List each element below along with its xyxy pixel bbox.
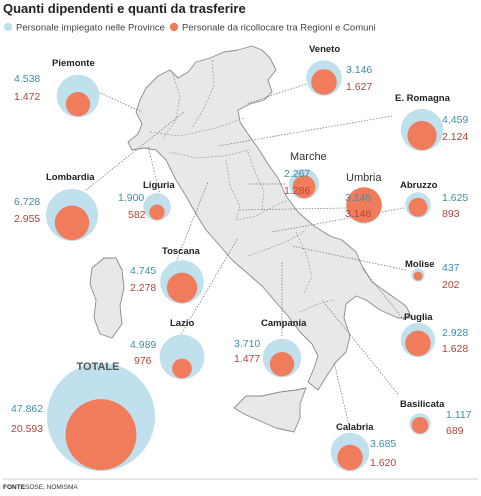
value-ricollocare-veneto: 1.627 bbox=[346, 81, 372, 93]
region-name-molise: Molise bbox=[405, 259, 435, 270]
source-text: SOSE, NOMISMA bbox=[25, 484, 78, 491]
value-ricollocare-toscana: 2.278 bbox=[130, 282, 156, 294]
leader-lazio bbox=[179, 237, 239, 337]
sardinia-shape bbox=[89, 257, 125, 339]
leader-piemonte bbox=[97, 91, 143, 113]
leader-umbria bbox=[237, 207, 347, 211]
value-province-veneto: 3.146 bbox=[346, 64, 372, 76]
circle-ricollocare-molise bbox=[413, 271, 423, 281]
region-name-toscana: Toscana bbox=[162, 246, 201, 257]
leader-puglia bbox=[361, 267, 405, 321]
source-label: FONTE bbox=[3, 484, 26, 491]
circle-ricollocare-puglia bbox=[405, 330, 431, 357]
value-province-piemonte: 4.538 bbox=[14, 73, 40, 85]
region-name-basilicata: Basilicata bbox=[400, 399, 445, 410]
circle-ricollocare-basilicata bbox=[411, 416, 429, 434]
total-value-province: 47.862 bbox=[11, 403, 43, 415]
legend-label-province: Personale impiegato nelle Province bbox=[16, 23, 165, 34]
circle-ricollocare-totale bbox=[65, 399, 137, 470]
italy-map bbox=[89, 45, 413, 433]
value-province-lombardia: 6.728 bbox=[14, 196, 40, 208]
total-name: TOTALE bbox=[77, 361, 120, 373]
circle-ricollocare-abruzzo bbox=[408, 197, 428, 217]
value-province-molise: 437 bbox=[442, 262, 460, 274]
value-province-toscana: 4.745 bbox=[130, 265, 156, 277]
value-ricollocare-e-romagna: 2.124 bbox=[442, 131, 468, 143]
legend-label-ricollocare: Personale da ricollocare tra Regioni e C… bbox=[182, 23, 376, 34]
circle-ricollocare-lombardia bbox=[54, 205, 90, 240]
value-ricollocare-puglia: 1.628 bbox=[442, 343, 468, 355]
border-umbria-marche bbox=[247, 151, 265, 211]
leader-molise bbox=[291, 245, 407, 271]
circle-ricollocare-lazio bbox=[172, 358, 192, 379]
region-name-e-romagna: E. Romagna bbox=[395, 93, 451, 104]
sicily-shape bbox=[233, 387, 307, 433]
value-province-calabria: 3.685 bbox=[370, 438, 396, 450]
border-emilia-toscana bbox=[169, 149, 251, 159]
region-name-umbria: Umbria bbox=[346, 172, 382, 184]
value-ricollocare-campania: 1.477 bbox=[234, 353, 260, 365]
value-ricollocare-lombardia: 2.955 bbox=[14, 213, 40, 225]
leader-basilicata bbox=[321, 299, 399, 395]
leader-lines bbox=[85, 83, 407, 431]
region-name-lombardia: Lombardia bbox=[46, 172, 95, 183]
value-province-e-romagna: 4,459 bbox=[442, 114, 468, 126]
circle-ricollocare-campania bbox=[269, 351, 295, 377]
source-note: FONTE SOSE, NOMISMA bbox=[3, 478, 478, 491]
region-name-calabria: Calabria bbox=[336, 422, 374, 433]
value-province-umbria: 3.146 bbox=[345, 192, 371, 204]
region-borders bbox=[149, 59, 335, 313]
circle-province-lazio bbox=[159, 334, 205, 380]
value-ricollocare-basilicata: 689 bbox=[446, 425, 464, 437]
circle-ricollocare-piemonte bbox=[65, 92, 91, 117]
region-name-lazio: Lazio bbox=[170, 318, 194, 329]
value-province-abruzzo: 1.625 bbox=[442, 192, 468, 204]
value-province-marche: 2.267 bbox=[284, 168, 310, 180]
value-ricollocare-calabria: 1.620 bbox=[370, 457, 396, 469]
region-name-liguria: Liguria bbox=[143, 180, 175, 191]
circle-ricollocare-liguria bbox=[149, 204, 165, 220]
value-ricollocare-lazio: 976 bbox=[134, 355, 152, 367]
value-ricollocare-molise: 202 bbox=[442, 279, 460, 291]
value-ricollocare-liguria: 582 bbox=[128, 209, 146, 221]
region-name-campania: Campania bbox=[261, 318, 307, 329]
circle-ricollocare-marche bbox=[292, 175, 316, 199]
region-circles bbox=[46, 60, 444, 472]
region-name-abruzzo: Abruzzo bbox=[400, 180, 438, 191]
leader-abruzzo bbox=[271, 207, 405, 233]
border-po-line bbox=[149, 117, 245, 137]
legend-marker-province bbox=[3, 22, 13, 32]
leader-calabria bbox=[333, 361, 351, 431]
circle-ricollocare-veneto bbox=[311, 69, 337, 95]
circle-ricollocare-umbria bbox=[346, 187, 382, 223]
value-ricollocare-umbria: 3.146 bbox=[345, 208, 371, 220]
value-ricollocare-abruzzo: 893 bbox=[442, 208, 460, 220]
chart-title: Quanti dipendenti e quanti da trasferire bbox=[3, 1, 246, 16]
value-ricollocare-marche: 1.286 bbox=[284, 185, 310, 197]
legend: Personale impiegato nelle Province Perso… bbox=[3, 22, 376, 34]
border-campania-puglia bbox=[295, 231, 313, 295]
circle-ricollocare-calabria bbox=[337, 444, 363, 471]
value-province-puglia: 2.928 bbox=[442, 327, 468, 339]
value-ricollocare-piemonte: 1.472 bbox=[14, 91, 40, 103]
border-lazio-campania bbox=[247, 229, 307, 257]
total-value-ricollocare: 20.593 bbox=[11, 423, 43, 435]
leader-toscana bbox=[175, 181, 209, 263]
value-province-campania: 3.710 bbox=[234, 338, 260, 350]
leader-liguria bbox=[147, 145, 161, 196]
value-province-lazio: 4.989 bbox=[130, 339, 156, 351]
leader-e-romagna bbox=[217, 115, 393, 147]
circle-ricollocare-toscana bbox=[166, 272, 198, 303]
region-name-marche: Marche bbox=[290, 151, 327, 163]
region-labels: Piemonte 4.538 1.472 Veneto 3.146 1.627 E. Rom… bbox=[11, 44, 472, 469]
region-name-puglia: Puglia bbox=[404, 312, 433, 323]
legend-marker-ricollocare bbox=[169, 22, 179, 32]
region-name-veneto: Veneto bbox=[309, 44, 340, 55]
circle-ricollocare-e-romagna bbox=[407, 120, 437, 151]
value-province-liguria: 1.900 bbox=[118, 192, 144, 204]
value-province-basilicata: 1.117 bbox=[446, 409, 472, 421]
region-name-piemonte: Piemonte bbox=[52, 58, 95, 69]
